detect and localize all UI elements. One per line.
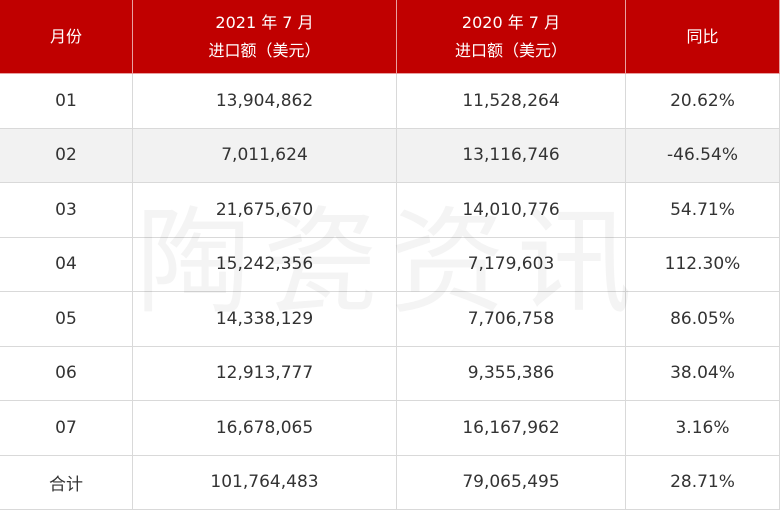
- table-cell: 9,355,386: [397, 346, 626, 401]
- header-text: 同比: [686, 26, 719, 46]
- table-cell: 01: [0, 74, 133, 129]
- table-cell: 13,116,746: [397, 128, 626, 183]
- table-cell: 12,913,777: [133, 346, 397, 401]
- table-cell: 112.30%: [626, 237, 780, 292]
- header-cell: 同比: [626, 0, 780, 74]
- table-cell: 15,242,356: [133, 237, 397, 292]
- table-cell: 14,010,776: [397, 183, 626, 238]
- table-cell: 101,764,483: [133, 455, 397, 510]
- table-cell: 03: [0, 183, 133, 238]
- table-cell: 06: [0, 346, 133, 401]
- table-cell: 7,011,624: [133, 128, 397, 183]
- table-cell: 合计: [0, 455, 133, 510]
- table-cell: 14,338,129: [133, 292, 397, 347]
- header-text: 进口额（美元）: [454, 40, 567, 60]
- table-cell: 16,167,962: [397, 401, 626, 456]
- table-cell: 54.71%: [626, 183, 780, 238]
- table-cell: 21,675,670: [133, 183, 397, 238]
- header-cell: 月份: [0, 0, 133, 74]
- table-cell: 3.16%: [626, 401, 780, 456]
- table-cell: 05: [0, 292, 133, 347]
- table-cell: 20.62%: [626, 74, 780, 129]
- table-cell: 7,706,758: [397, 292, 626, 347]
- table-cell: 38.04%: [626, 346, 780, 401]
- header-text: 月份: [49, 26, 82, 46]
- table-cell: 02: [0, 128, 133, 183]
- header-text: 2020 年 7 月: [461, 12, 561, 32]
- table-cell: 86.05%: [626, 292, 780, 347]
- header-cell: 2021 年 7 月进口额（美元）: [133, 0, 397, 74]
- table-cell: 04: [0, 237, 133, 292]
- table-cell: 13,904,862: [133, 74, 397, 129]
- header-cell: 2020 年 7 月进口额（美元）: [397, 0, 626, 74]
- table-cell: 11,528,264: [397, 74, 626, 129]
- table-cell: 16,678,065: [133, 401, 397, 456]
- table-cell: 79,065,495: [397, 455, 626, 510]
- table-cell: 07: [0, 401, 133, 456]
- table-cell: -46.54%: [626, 128, 780, 183]
- table-cell: 28.71%: [626, 455, 780, 510]
- table-cell: 7,179,603: [397, 237, 626, 292]
- header-text: 进口额（美元）: [208, 40, 321, 60]
- header-text: 2021 年 7 月: [215, 12, 314, 32]
